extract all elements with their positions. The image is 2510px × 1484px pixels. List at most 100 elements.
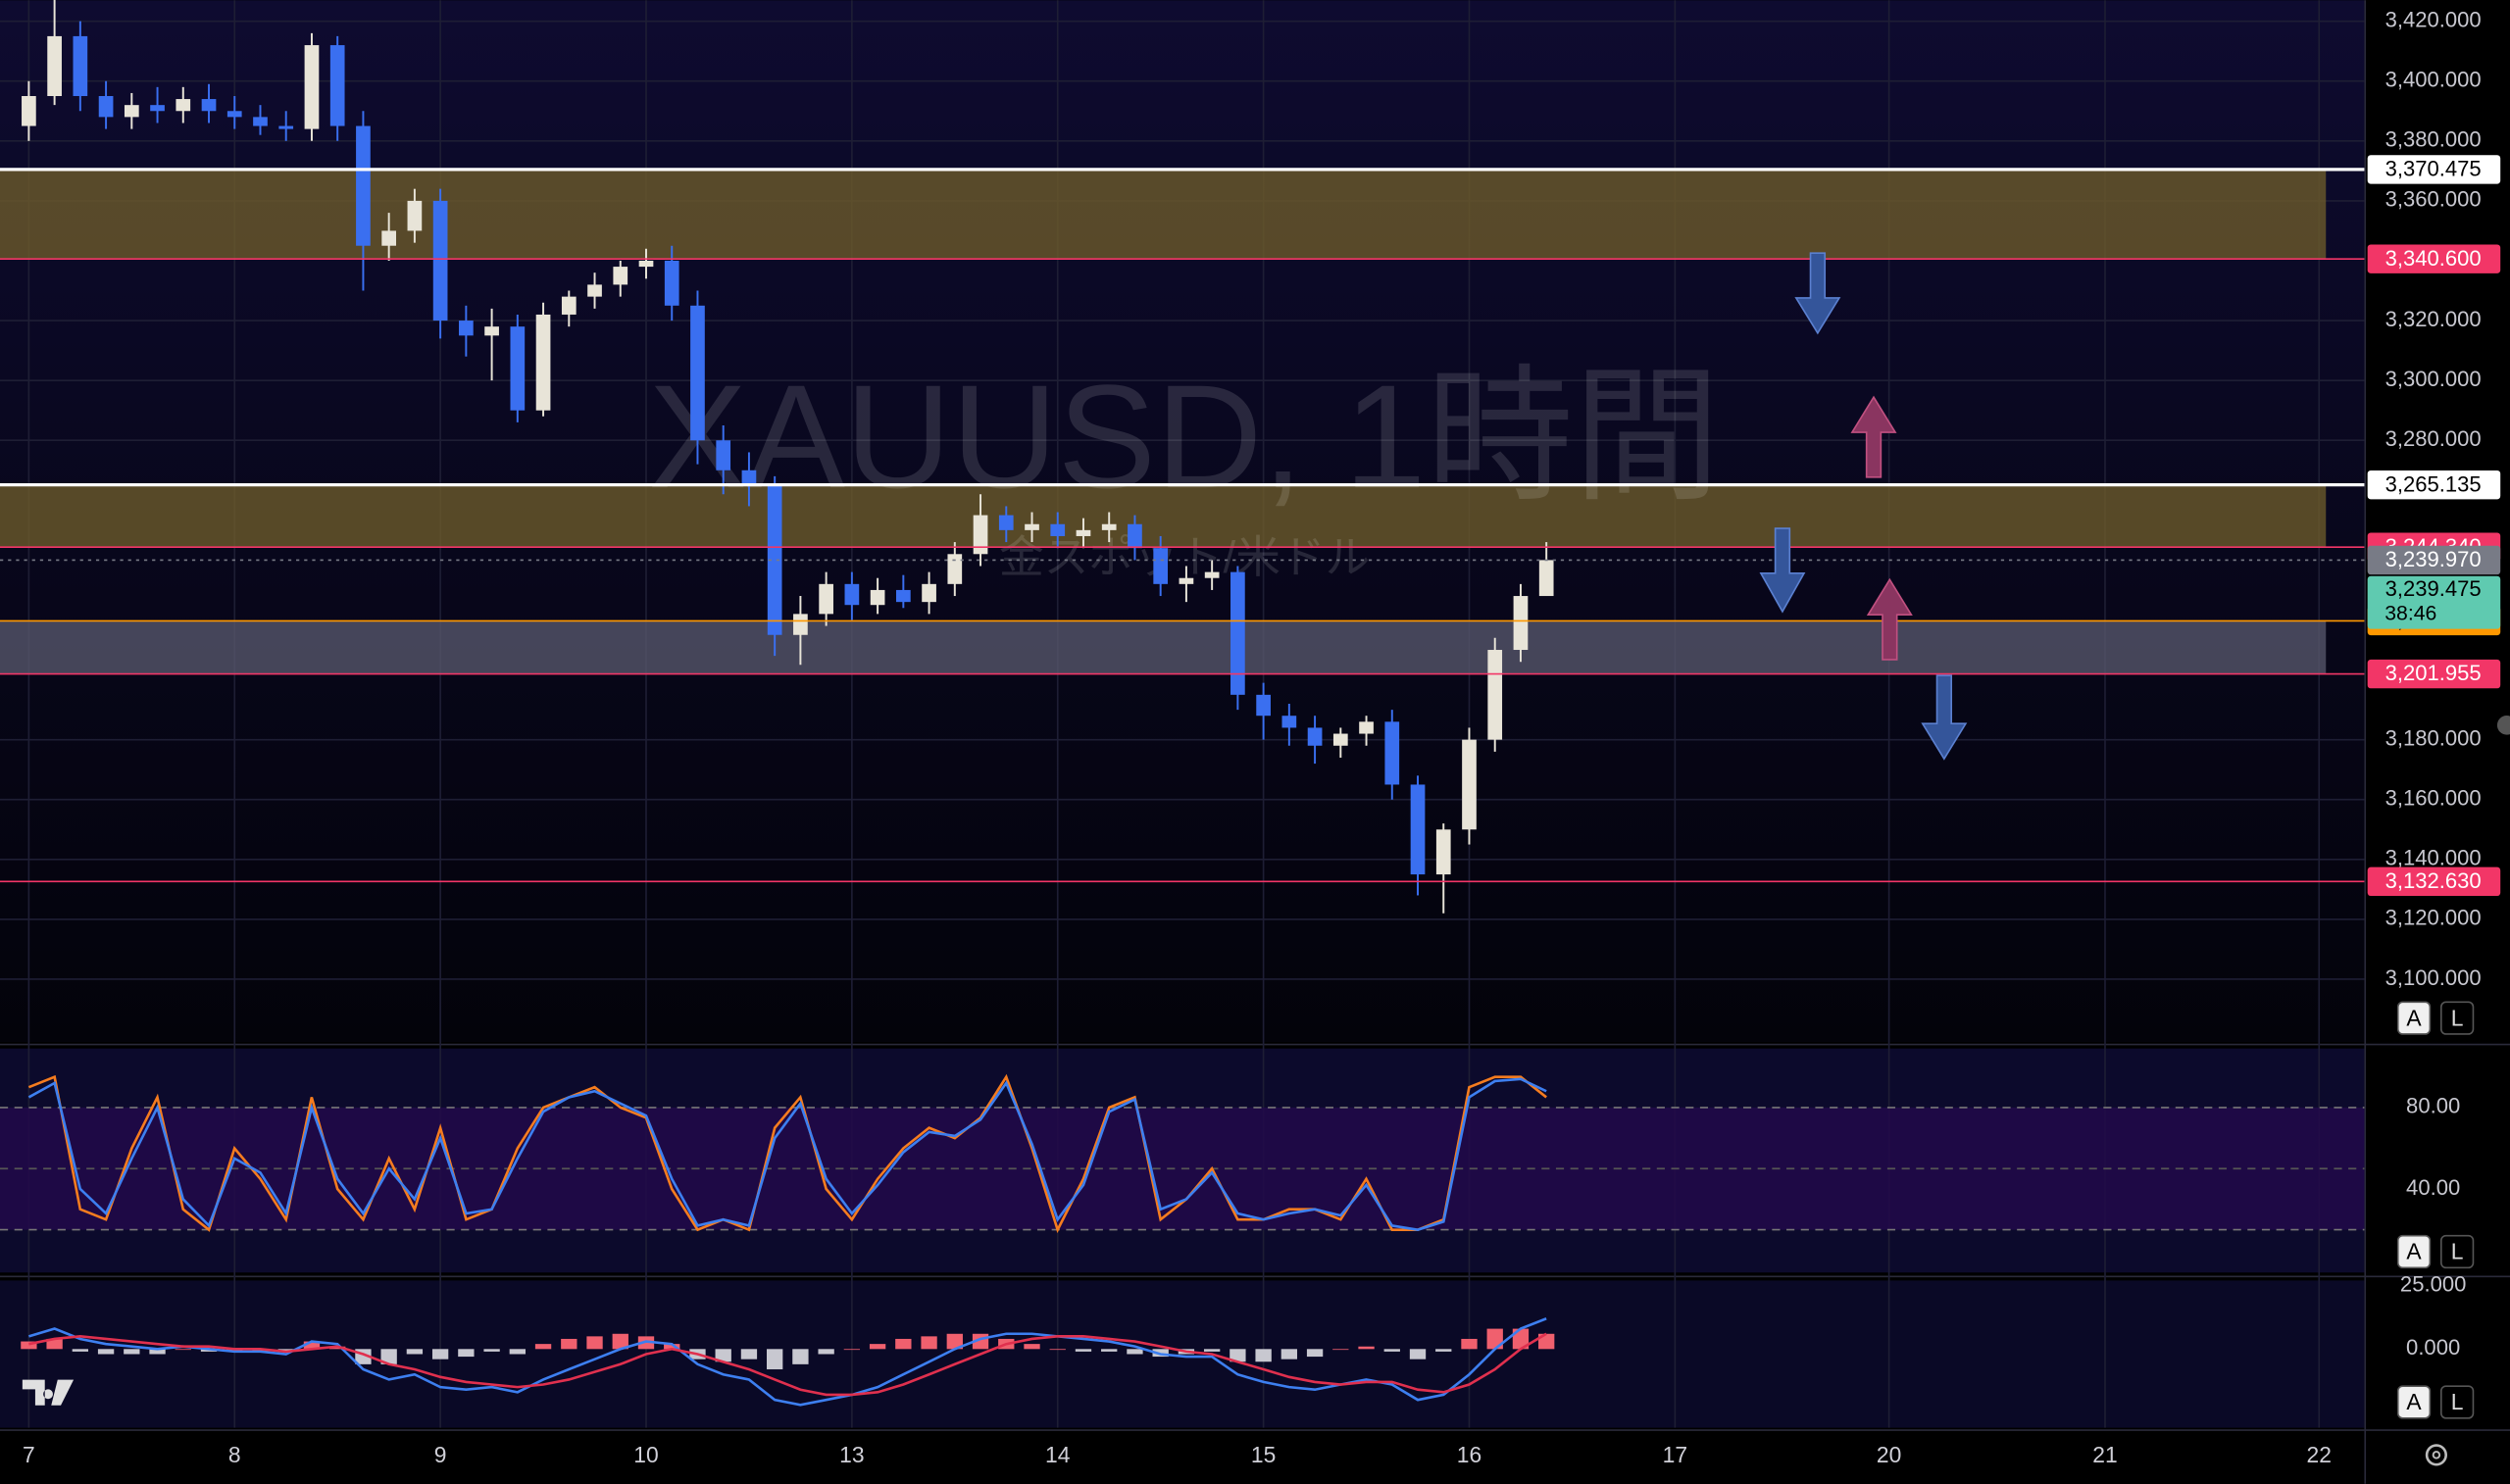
- candle-body: [1153, 548, 1169, 584]
- settings-button[interactable]: [2425, 1444, 2448, 1466]
- scale-button-label[interactable]: L: [2451, 1239, 2464, 1264]
- candle-body: [973, 515, 988, 555]
- histogram-bar: [1280, 1349, 1298, 1360]
- scale-button[interactable]: [2396, 1234, 2432, 1269]
- price-tag-label: 3,265.135: [2385, 471, 2482, 496]
- price-tag: [2367, 545, 2501, 575]
- histogram-bar: [431, 1349, 449, 1360]
- y-tick-label: 3,320.000: [2385, 307, 2482, 331]
- logo: [22, 1379, 75, 1406]
- candle-body: [278, 125, 294, 129]
- histogram-bar: [483, 1349, 500, 1352]
- indicator-line: [28, 1332, 1547, 1397]
- indicator-line: [27, 1077, 1547, 1231]
- x-tick-label: 7: [23, 1442, 35, 1467]
- candle-body: [947, 554, 963, 584]
- histogram-bar: [740, 1349, 758, 1360]
- candle-body: [484, 326, 499, 336]
- candle-body: [1179, 577, 1194, 584]
- candle-body: [638, 260, 654, 268]
- scale-button[interactable]: [2396, 1385, 2432, 1419]
- candle-body: [664, 260, 679, 306]
- histogram-bar: [406, 1349, 424, 1355]
- candle-body: [1513, 596, 1529, 651]
- histogram-bar: [124, 1349, 140, 1355]
- histogram-bar: [1383, 1349, 1400, 1352]
- candle-body: [716, 440, 731, 470]
- histogram-bar: [1255, 1349, 1272, 1362]
- scale-button-label[interactable]: L: [2451, 1005, 2464, 1030]
- candle-body: [1281, 716, 1297, 728]
- price-tag-label: 3,239.970: [2385, 547, 2482, 571]
- candle-body: [304, 45, 320, 129]
- histogram-bar: [1358, 1346, 1375, 1350]
- candle-body: [356, 125, 371, 246]
- y-tick-label: 3,420.000: [2385, 7, 2482, 31]
- scale-button-label[interactable]: A: [2406, 1389, 2422, 1414]
- scale-button[interactable]: [2439, 1234, 2475, 1269]
- histogram-bar: [46, 1338, 63, 1350]
- histogram-bar: [149, 1349, 166, 1355]
- candle-body: [226, 111, 242, 118]
- candle-body: [895, 589, 911, 603]
- watermark-title: XAUUSD, 1時間: [649, 354, 1721, 519]
- scroll-handle[interactable]: [2496, 716, 2510, 735]
- y-tick-label: 80.00: [2406, 1094, 2460, 1118]
- candle-body: [176, 99, 191, 112]
- price-tag: [2367, 244, 2501, 273]
- y-tick-label: 3,100.000: [2385, 965, 2482, 990]
- candle-body: [1435, 829, 1451, 875]
- settings-icon[interactable]: [2425, 1444, 2448, 1466]
- histogram-bar: [895, 1338, 912, 1350]
- histogram-bar: [97, 1349, 115, 1355]
- arrows: [1759, 252, 1968, 761]
- watermark-subtitle: 金スポット/米ドル: [999, 532, 1370, 582]
- scale-button-label[interactable]: A: [2406, 1005, 2422, 1030]
- histogram-bar: [767, 1349, 783, 1370]
- y-tick-label: 3,180.000: [2385, 725, 2482, 750]
- histogram-bar: [1486, 1328, 1503, 1350]
- histogram-bar: [792, 1349, 809, 1364]
- candle-body: [1359, 721, 1374, 734]
- scale-button[interactable]: [2396, 1001, 2432, 1035]
- scale-button-label[interactable]: A: [2406, 1239, 2422, 1264]
- scale-button-label[interactable]: L: [2451, 1389, 2464, 1414]
- histogram-bar: [921, 1336, 937, 1350]
- histogram-bar: [509, 1349, 526, 1355]
- settings-icon-center[interactable]: [2432, 1451, 2441, 1459]
- price-tag: [2367, 866, 2501, 897]
- histogram-bar: [1101, 1349, 1118, 1352]
- x-tick-label: 21: [2092, 1442, 2117, 1467]
- histogram-bar: [869, 1344, 886, 1350]
- candle-body: [22, 95, 36, 126]
- histogram-bar: [1306, 1349, 1324, 1358]
- x-tick-label: 22: [2307, 1442, 2332, 1467]
- price-tag: [2367, 470, 2501, 500]
- y-tick-label: 3,360.000: [2385, 187, 2482, 212]
- candle-body: [150, 105, 165, 112]
- histogram-bar: [1332, 1349, 1349, 1351]
- x-tick-label: 10: [633, 1442, 658, 1467]
- candle-body: [793, 614, 808, 635]
- histogram-bar: [561, 1338, 577, 1350]
- x-tick-label: 14: [1045, 1442, 1071, 1467]
- x-tick-label: 16: [1457, 1442, 1481, 1467]
- candle-body: [1076, 529, 1091, 536]
- x-tick-label: 13: [839, 1442, 864, 1467]
- histogram-bar: [1230, 1349, 1246, 1362]
- arrow-down: [1921, 674, 1968, 761]
- candle-body: [767, 485, 782, 635]
- scale-button[interactable]: [2439, 1001, 2475, 1035]
- zone: [0, 169, 2327, 260]
- candle-body: [510, 326, 526, 411]
- candle-body: [922, 583, 936, 603]
- candle-body: [741, 470, 757, 486]
- candle-body: [870, 589, 885, 606]
- candle-body: [329, 45, 345, 126]
- scale-button[interactable]: [2439, 1385, 2475, 1419]
- histogram-bar: [175, 1349, 191, 1351]
- histogram-bar: [1024, 1344, 1040, 1350]
- candle-body: [1128, 523, 1142, 549]
